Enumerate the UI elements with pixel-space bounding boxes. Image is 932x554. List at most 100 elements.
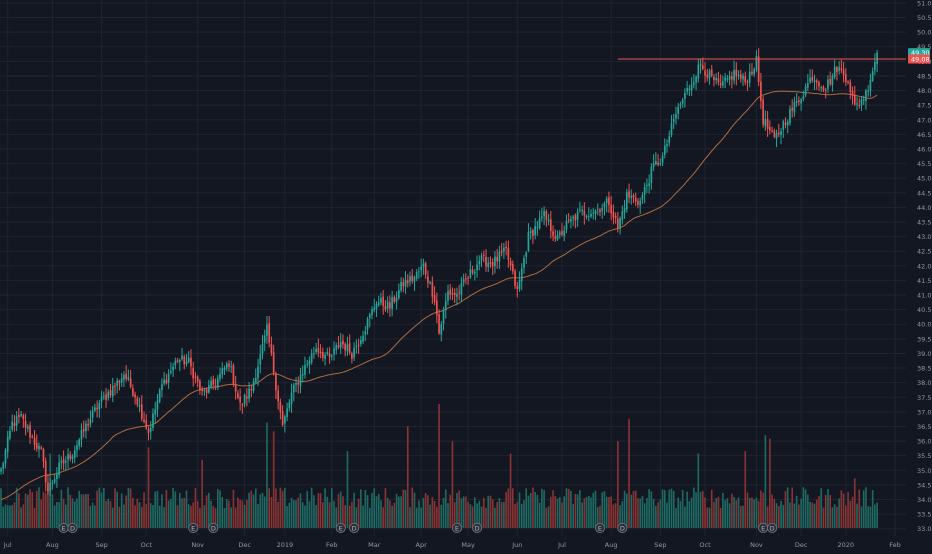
candle[interactable] — [339, 333, 342, 354]
candle[interactable] — [219, 367, 221, 382]
candle[interactable] — [558, 229, 561, 239]
dividend-marker[interactable]: D — [208, 523, 219, 534]
candle[interactable] — [190, 349, 192, 376]
candle[interactable] — [279, 398, 282, 420]
candle[interactable] — [389, 295, 391, 317]
candle[interactable] — [261, 334, 264, 360]
candle[interactable] — [100, 390, 103, 409]
candle[interactable] — [675, 106, 677, 125]
candle[interactable] — [290, 383, 293, 413]
candle[interactable] — [751, 63, 753, 76]
candle[interactable] — [469, 260, 472, 279]
candle[interactable] — [109, 383, 112, 398]
candle[interactable] — [556, 230, 559, 242]
candle[interactable] — [232, 363, 235, 387]
candle[interactable] — [730, 71, 733, 89]
candle[interactable] — [306, 360, 309, 368]
candle[interactable] — [681, 97, 684, 108]
candle[interactable] — [413, 275, 416, 291]
candle[interactable] — [82, 420, 85, 438]
candle[interactable] — [29, 421, 31, 444]
candle[interactable] — [257, 358, 259, 386]
candle[interactable] — [489, 256, 492, 268]
candle[interactable] — [764, 110, 767, 131]
candle[interactable] — [228, 360, 230, 372]
candle[interactable] — [851, 86, 854, 105]
candle[interactable] — [268, 315, 271, 348]
candle[interactable] — [239, 388, 241, 411]
candle[interactable] — [107, 389, 110, 401]
candle[interactable] — [806, 73, 809, 91]
candle[interactable] — [94, 403, 96, 413]
candle[interactable] — [596, 203, 599, 216]
candle[interactable] — [811, 69, 814, 83]
candle[interactable] — [393, 295, 396, 304]
candle[interactable] — [87, 418, 90, 431]
candle[interactable] — [152, 408, 154, 432]
candle[interactable] — [275, 371, 277, 400]
candle[interactable] — [733, 60, 735, 85]
candle[interactable] — [760, 72, 762, 110]
candle[interactable] — [742, 72, 744, 87]
candle[interactable] — [847, 80, 849, 85]
candle[interactable] — [69, 451, 72, 462]
candle[interactable] — [599, 207, 601, 217]
candle[interactable] — [695, 75, 697, 91]
candle[interactable] — [221, 362, 224, 379]
candle[interactable] — [292, 382, 295, 402]
candle[interactable] — [612, 204, 615, 225]
candle[interactable] — [628, 183, 630, 204]
candle[interactable] — [865, 88, 867, 110]
candle[interactable] — [438, 309, 440, 335]
candle[interactable] — [301, 365, 304, 383]
candle[interactable] — [610, 195, 613, 221]
candle[interactable] — [178, 358, 181, 372]
candle[interactable] — [297, 376, 300, 394]
candle[interactable] — [460, 276, 463, 303]
candle[interactable] — [429, 280, 431, 285]
candle[interactable] — [375, 301, 378, 317]
candle[interactable] — [234, 375, 237, 400]
candle[interactable] — [874, 53, 876, 76]
earnings-marker[interactable]: E — [451, 523, 462, 534]
candle[interactable] — [605, 196, 608, 213]
candle[interactable] — [304, 356, 306, 379]
candle[interactable] — [359, 335, 362, 347]
candle[interactable] — [435, 292, 438, 324]
candle[interactable] — [632, 193, 635, 204]
candle[interactable] — [482, 250, 485, 263]
candle[interactable] — [554, 229, 557, 242]
candle[interactable] — [283, 414, 286, 433]
candle[interactable] — [0, 467, 2, 475]
candle[interactable] — [4, 448, 7, 469]
candle[interactable] — [80, 423, 83, 448]
candle[interactable] — [643, 182, 646, 204]
candle[interactable] — [532, 228, 534, 244]
candle[interactable] — [288, 399, 291, 412]
candle[interactable] — [422, 258, 425, 275]
candle[interactable] — [241, 403, 244, 414]
candle[interactable] — [348, 334, 351, 355]
candle[interactable] — [480, 252, 483, 268]
candle[interactable] — [603, 201, 606, 216]
candle[interactable] — [753, 67, 756, 77]
candle[interactable] — [319, 344, 322, 359]
candle[interactable] — [491, 258, 494, 276]
candle[interactable] — [534, 218, 537, 240]
candle[interactable] — [601, 203, 604, 219]
candle[interactable] — [849, 79, 852, 100]
candle[interactable] — [724, 73, 726, 89]
candle[interactable] — [212, 375, 215, 390]
dividend-marker[interactable]: D — [767, 523, 778, 534]
candle[interactable] — [697, 58, 700, 83]
candle[interactable] — [170, 362, 172, 375]
candle[interactable] — [728, 70, 731, 86]
candle[interactable] — [570, 215, 572, 229]
candle[interactable] — [205, 387, 208, 399]
candle[interactable] — [862, 95, 865, 106]
candle[interactable] — [156, 393, 159, 417]
candle[interactable] — [655, 152, 657, 166]
candle[interactable] — [467, 275, 469, 285]
candle[interactable] — [773, 128, 776, 139]
candle[interactable] — [415, 269, 418, 282]
